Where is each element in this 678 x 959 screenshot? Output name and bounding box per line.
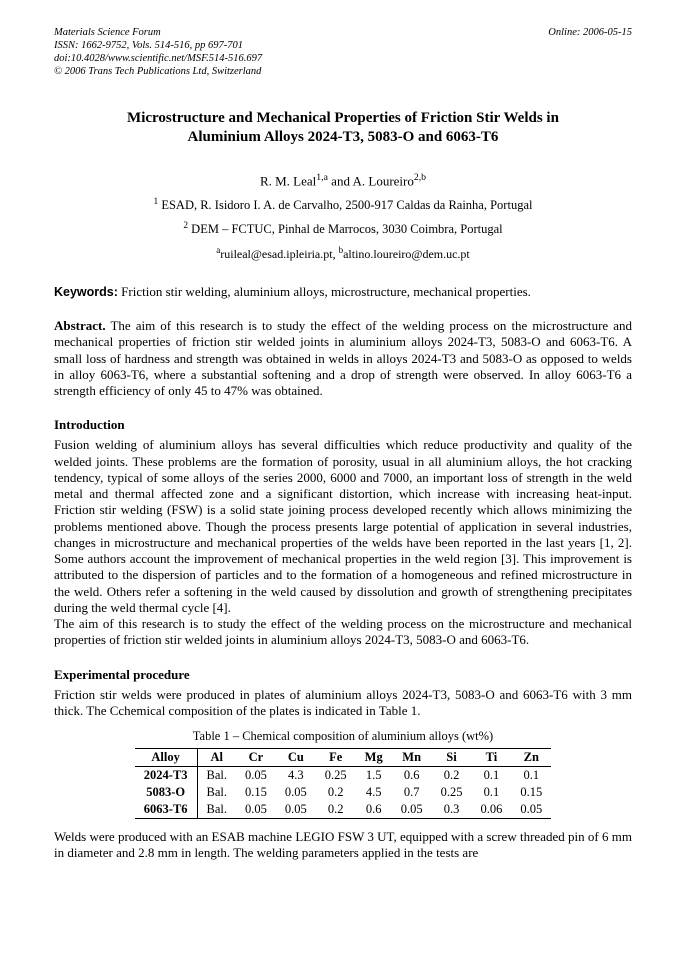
cell: Bal. <box>197 784 236 801</box>
author-1-sup: 1,a <box>316 172 328 183</box>
intro-heading: Introduction <box>54 417 632 433</box>
cell: 4.3 <box>276 767 316 785</box>
keywords-block: Keywords: Friction stir welding, alumini… <box>54 284 632 300</box>
composition-table: Alloy Al Cr Cu Fe Mg Mn Si Ti Zn 2024-T3… <box>135 748 551 819</box>
title-line-1: Microstructure and Mechanical Properties… <box>54 109 632 129</box>
emails-line: aruileal@esad.ipleiria.pt, baltino.loure… <box>54 245 632 262</box>
cell: Bal. <box>197 767 236 785</box>
cell: 0.1 <box>471 767 511 785</box>
table-row: 5083-O Bal. 0.15 0.05 0.2 4.5 0.7 0.25 0… <box>135 784 551 801</box>
col-mg: Mg <box>356 749 392 767</box>
table-caption: Table 1 – Chemical composition of alumin… <box>54 729 632 744</box>
author-line: R. M. Leal1,a and A. Loureiro2,b <box>54 172 632 189</box>
cell: 4.5 <box>356 784 392 801</box>
cell: 0.05 <box>236 801 276 819</box>
col-zn: Zn <box>511 749 551 767</box>
intro-paragraph-1: Fusion welding of aluminium alloys has s… <box>54 437 632 616</box>
cell: 0.7 <box>392 784 432 801</box>
cell: 0.1 <box>471 784 511 801</box>
cell: 0.15 <box>511 784 551 801</box>
journal-name: Materials Science Forum <box>54 26 548 39</box>
affil-1-text: ESAD, R. Isidoro I. A. de Carvalho, 2500… <box>158 198 532 212</box>
header-left: Materials Science Forum ISSN: 1662-9752,… <box>54 26 548 79</box>
header-right: Online: 2006-05-15 <box>548 26 632 79</box>
keywords-text: Friction stir welding, aluminium alloys,… <box>118 284 531 299</box>
copyright-line: © 2006 Trans Tech Publications Ltd, Swit… <box>54 65 548 78</box>
exp-paragraph-1: Friction stir welds were produced in pla… <box>54 687 632 720</box>
col-si: Si <box>432 749 472 767</box>
cell: 0.2 <box>316 801 356 819</box>
author-2: A. Loureiro <box>352 173 413 188</box>
issn-line: ISSN: 1662-9752, Vols. 514-516, pp 697-7… <box>54 39 548 52</box>
cell: 1.5 <box>356 767 392 785</box>
affiliation-2: 2 DEM – FCTUC, Pinhal de Marrocos, 3030 … <box>54 221 632 237</box>
cell: 0.3 <box>432 801 472 819</box>
col-ti: Ti <box>471 749 511 767</box>
row-label: 5083-O <box>135 784 197 801</box>
author-1: R. M. Leal <box>260 173 316 188</box>
col-cu: Cu <box>276 749 316 767</box>
author-and: and <box>328 173 353 188</box>
row-label: 2024-T3 <box>135 767 197 785</box>
col-fe: Fe <box>316 749 356 767</box>
col-mn: Mn <box>392 749 432 767</box>
page-header: Materials Science Forum ISSN: 1662-9752,… <box>54 26 632 79</box>
online-date: Online: 2006-05-15 <box>548 26 632 39</box>
cell: 0.6 <box>392 767 432 785</box>
col-cr: Cr <box>236 749 276 767</box>
keywords-label: Keywords: <box>54 285 118 299</box>
col-al: Al <box>197 749 236 767</box>
cell: 0.25 <box>316 767 356 785</box>
cell: 0.15 <box>236 784 276 801</box>
cell: 0.25 <box>432 784 472 801</box>
table-row: 2024-T3 Bal. 0.05 4.3 0.25 1.5 0.6 0.2 0… <box>135 767 551 785</box>
abstract-label: Abstract. <box>54 318 106 333</box>
exp-heading: Experimental procedure <box>54 667 632 683</box>
cell: 0.06 <box>471 801 511 819</box>
doi-line: doi:10.4028/www.scientific.net/MSF.514-5… <box>54 52 548 65</box>
abstract-block: Abstract. The aim of this research is to… <box>54 318 632 399</box>
affiliation-1: 1 ESAD, R. Isidoro I. A. de Carvalho, 25… <box>54 197 632 213</box>
cell: 0.05 <box>511 801 551 819</box>
row-label: 6063-T6 <box>135 801 197 819</box>
paper-title: Microstructure and Mechanical Properties… <box>54 109 632 148</box>
cell: 0.6 <box>356 801 392 819</box>
table-row: 6063-T6 Bal. 0.05 0.05 0.2 0.6 0.05 0.3 … <box>135 801 551 819</box>
abstract-text: The aim of this research is to study the… <box>54 318 632 398</box>
table-header-row: Alloy Al Cr Cu Fe Mg Mn Si Ti Zn <box>135 749 551 767</box>
email-1: ruileal@esad.ipleiria.pt <box>220 247 332 261</box>
author-2-sup: 2,b <box>414 172 426 183</box>
page: Materials Science Forum ISSN: 1662-9752,… <box>0 0 678 959</box>
title-line-2: Aluminium Alloys 2024-T3, 5083-O and 606… <box>54 128 632 148</box>
intro-paragraph-2: The aim of this research is to study the… <box>54 616 632 649</box>
exp-paragraph-2: Welds were produced with an ESAB machine… <box>54 829 632 862</box>
cell: 0.05 <box>392 801 432 819</box>
cell: Bal. <box>197 801 236 819</box>
cell: 0.2 <box>316 784 356 801</box>
cell: 0.05 <box>276 784 316 801</box>
cell: 0.05 <box>236 767 276 785</box>
col-alloy: Alloy <box>135 749 197 767</box>
cell: 0.1 <box>511 767 551 785</box>
cell: 0.2 <box>432 767 472 785</box>
email-2: altino.loureiro@dem.uc.pt <box>343 247 470 261</box>
affil-2-text: DEM – FCTUC, Pinhal de Marrocos, 3030 Co… <box>188 222 503 236</box>
cell: 0.05 <box>276 801 316 819</box>
